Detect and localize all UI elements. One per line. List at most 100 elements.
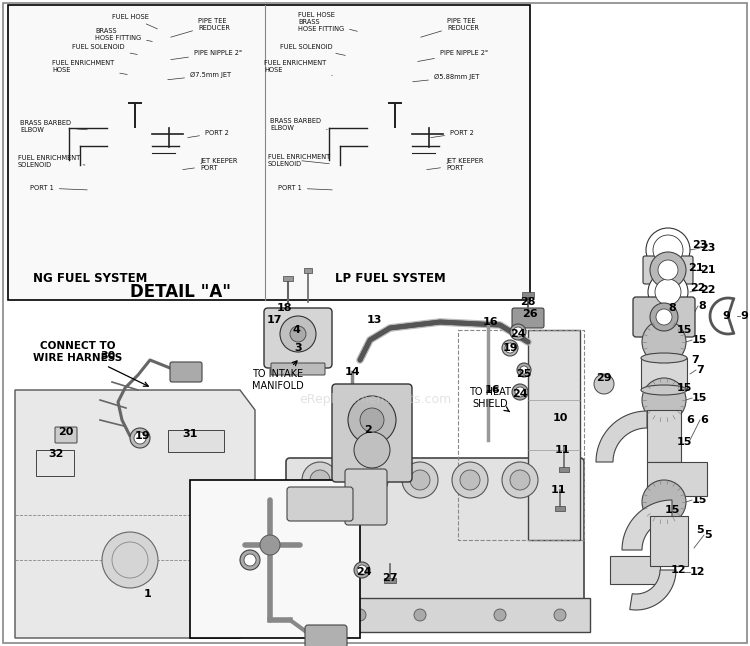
Text: 18: 18	[276, 303, 292, 313]
Circle shape	[146, 149, 151, 154]
Text: TO HEAT
SHIELD: TO HEAT SHIELD	[469, 387, 511, 412]
Circle shape	[452, 462, 488, 498]
Circle shape	[354, 609, 366, 621]
Bar	[647, 462, 707, 496]
Circle shape	[348, 396, 396, 444]
FancyBboxPatch shape	[345, 469, 387, 525]
Circle shape	[280, 316, 316, 352]
Circle shape	[59, 134, 139, 214]
Circle shape	[356, 203, 362, 209]
Circle shape	[414, 609, 426, 621]
Text: 15: 15	[692, 335, 707, 345]
Text: 26: 26	[522, 309, 538, 319]
Circle shape	[333, 149, 339, 154]
Circle shape	[406, 149, 411, 154]
Circle shape	[642, 378, 686, 422]
Bar	[610, 556, 660, 584]
Bar	[522, 292, 534, 297]
Circle shape	[319, 134, 399, 214]
Bar	[283, 276, 293, 281]
Text: FUEL ENRICHMENT
SOLENOID: FUEL ENRICHMENT SOLENOID	[268, 154, 330, 167]
Text: 7: 7	[696, 365, 703, 375]
Text: 21: 21	[700, 265, 715, 275]
Bar	[59, 160, 80, 179]
Text: 9: 9	[722, 311, 730, 321]
Circle shape	[260, 535, 280, 555]
Text: 19: 19	[503, 343, 518, 353]
FancyBboxPatch shape	[633, 297, 695, 337]
Circle shape	[512, 384, 528, 400]
Circle shape	[82, 157, 116, 191]
Circle shape	[96, 203, 102, 209]
Circle shape	[414, 157, 448, 191]
Text: FUEL ENRICHMENT
HOSE: FUEL ENRICHMENT HOSE	[52, 60, 128, 74]
Circle shape	[650, 252, 686, 288]
Circle shape	[554, 609, 566, 621]
Circle shape	[406, 194, 411, 200]
FancyBboxPatch shape	[512, 308, 544, 328]
Circle shape	[333, 194, 339, 200]
Text: 21: 21	[688, 263, 703, 273]
Text: LP FUEL SYSTEM: LP FUEL SYSTEM	[334, 271, 446, 284]
FancyBboxPatch shape	[305, 625, 347, 646]
FancyBboxPatch shape	[643, 256, 693, 284]
Bar	[319, 160, 340, 179]
Text: PORT 2: PORT 2	[430, 130, 474, 138]
Text: 12: 12	[670, 565, 686, 575]
Polygon shape	[622, 500, 672, 550]
Text: PIPE TEE
REDUCER: PIPE TEE REDUCER	[421, 18, 479, 37]
Text: 10: 10	[552, 413, 568, 423]
Circle shape	[64, 171, 70, 177]
Circle shape	[428, 139, 434, 145]
Circle shape	[388, 171, 394, 177]
Circle shape	[304, 609, 316, 621]
Text: 15: 15	[676, 383, 692, 393]
Circle shape	[396, 171, 402, 177]
Text: 16: 16	[482, 317, 498, 327]
Circle shape	[451, 149, 457, 154]
Circle shape	[379, 149, 385, 154]
Circle shape	[310, 470, 330, 490]
Circle shape	[119, 149, 124, 154]
Circle shape	[102, 532, 158, 588]
Circle shape	[517, 363, 531, 377]
Bar	[650, 516, 688, 566]
Circle shape	[134, 432, 146, 444]
Circle shape	[354, 432, 390, 468]
Circle shape	[402, 462, 438, 498]
Text: 31: 31	[182, 429, 198, 439]
Bar	[125, 105, 145, 117]
Circle shape	[510, 324, 526, 340]
Polygon shape	[630, 570, 676, 610]
Bar	[36, 450, 74, 476]
Circle shape	[460, 470, 480, 490]
Text: PIPE NIPPLE 2": PIPE NIPPLE 2"	[171, 50, 242, 59]
Text: JET KEEPER
PORT: JET KEEPER PORT	[183, 158, 238, 171]
Text: PORT 1: PORT 1	[278, 185, 332, 191]
Text: 23: 23	[692, 240, 708, 250]
Text: 9: 9	[740, 311, 748, 321]
FancyBboxPatch shape	[332, 384, 412, 482]
Text: 13: 13	[366, 315, 382, 325]
Circle shape	[128, 171, 134, 177]
Circle shape	[119, 194, 124, 200]
Circle shape	[342, 157, 376, 191]
Text: 7: 7	[692, 355, 699, 365]
Circle shape	[302, 462, 338, 498]
Circle shape	[324, 171, 329, 177]
Text: BRASS
HOSE FITTING: BRASS HOSE FITTING	[95, 28, 152, 41]
Text: FUEL SOLENOID: FUEL SOLENOID	[280, 44, 345, 56]
Circle shape	[594, 374, 614, 394]
Bar	[190, 480, 360, 638]
Text: 19: 19	[134, 431, 150, 441]
Text: 28: 28	[520, 297, 536, 307]
Text: 23: 23	[700, 243, 715, 253]
Text: FUEL SOLENOID: FUEL SOLENOID	[72, 44, 137, 54]
Text: CONNECT TO
WIRE HARNESS: CONNECT TO WIRE HARNESS	[33, 341, 148, 386]
Bar	[168, 430, 224, 452]
Text: FUEL HOSE: FUEL HOSE	[112, 14, 158, 29]
Bar	[386, 105, 404, 117]
Bar	[641, 358, 687, 390]
Circle shape	[642, 320, 686, 364]
Polygon shape	[15, 390, 255, 638]
